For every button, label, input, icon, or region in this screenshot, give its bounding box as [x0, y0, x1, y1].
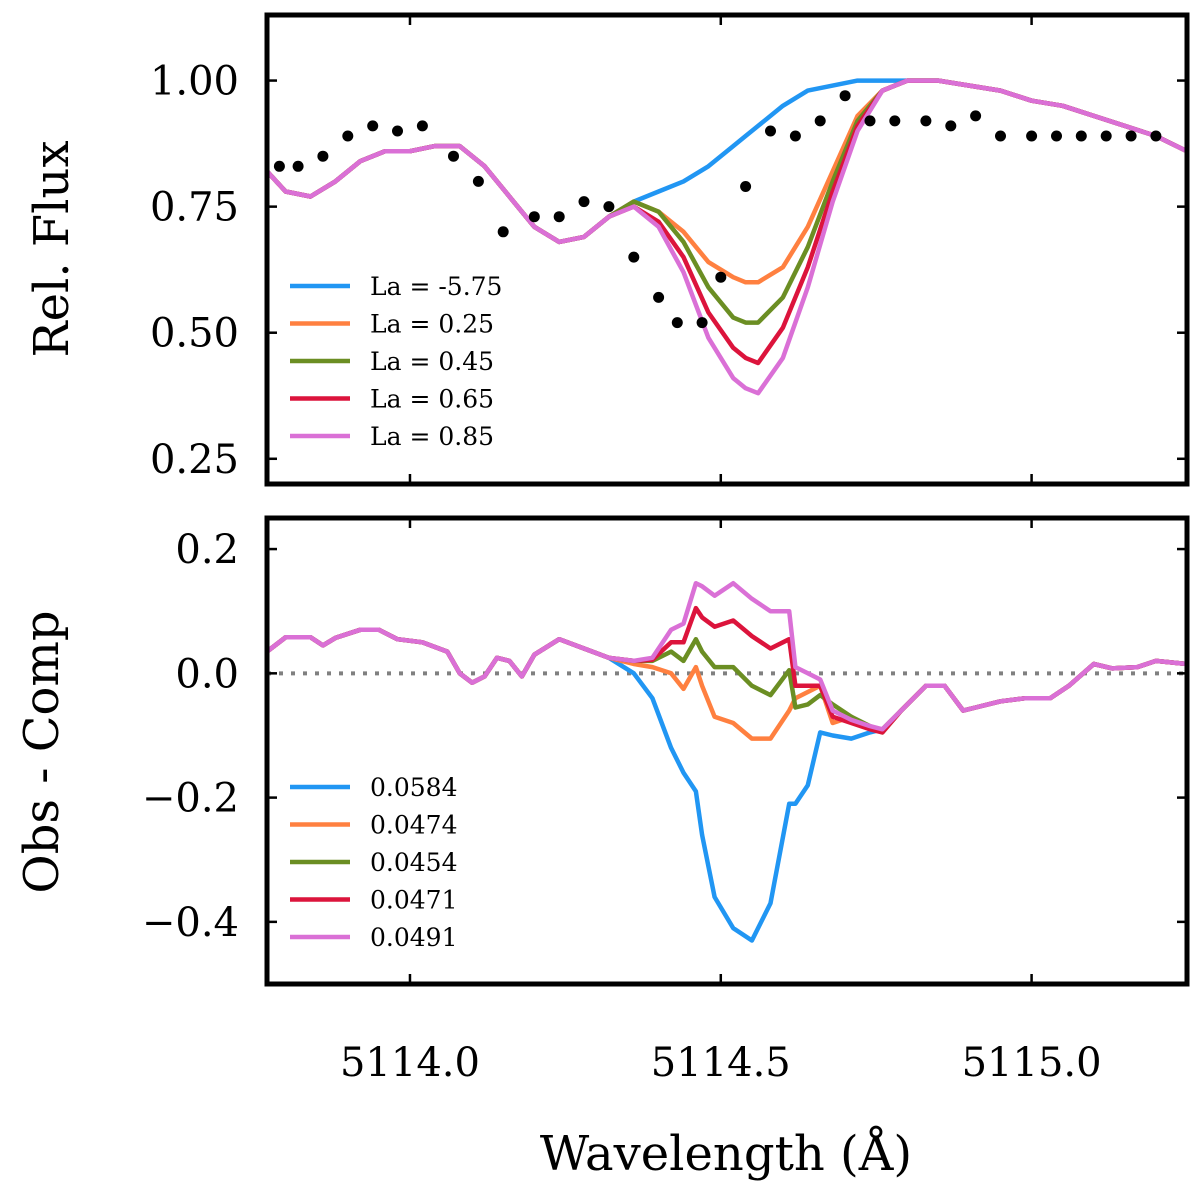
- observed-point: [292, 160, 304, 172]
- observed-point: [472, 175, 484, 187]
- legend-label-0-0471: 0.0471: [370, 886, 457, 915]
- legend-label-La-5-75: La = -5.75: [370, 272, 502, 301]
- observed-point: [392, 125, 403, 137]
- observed-point: [367, 120, 379, 132]
- flux-y-tick-label: 1.00: [150, 59, 239, 105]
- observed-point: [945, 120, 957, 132]
- observed-point: [715, 271, 727, 283]
- residual-legend: 0.0584 0.0474 0.0454 0.0471 0.0491: [290, 773, 457, 952]
- observed-point: [553, 211, 565, 223]
- x-tick-label: 5114.0: [340, 1040, 480, 1086]
- observed-point: [1100, 130, 1112, 142]
- observed-point: [578, 196, 590, 208]
- observed-point: [448, 150, 459, 162]
- observed-point: [342, 130, 354, 142]
- observed-point: [1150, 130, 1162, 142]
- observed-point: [416, 120, 428, 132]
- observed-point: [839, 90, 851, 102]
- x-axis-label: Wavelength (Å): [540, 1125, 912, 1182]
- flux-y-axis-label: Rel. Flux: [24, 140, 80, 357]
- legend-label-0-0584: 0.0584: [370, 773, 457, 802]
- legend-label-La0-25: La = 0.25: [370, 310, 494, 339]
- residual-series-line-5: [267, 580, 1187, 732]
- x-tick-label: 5115.0: [962, 1040, 1102, 1086]
- observed-point: [671, 317, 683, 329]
- observed-point: [814, 115, 826, 127]
- observed-point: [603, 201, 615, 213]
- flux-y-tick-label: 0.75: [150, 185, 239, 231]
- observed-point: [995, 130, 1006, 142]
- observed-point: [317, 150, 329, 162]
- observed-point: [1075, 130, 1087, 142]
- observed-point: [740, 181, 752, 192]
- observed-point: [1026, 130, 1038, 142]
- x-tick-label: 5114.5: [651, 1040, 791, 1086]
- residual-axis-ticks: −0.4 −0.2 0.0 0.2 5114.0 5114.5 5115.0: [142, 518, 1187, 1086]
- observed-point: [970, 110, 982, 122]
- observed-point: [765, 125, 776, 137]
- legend-label-0-0454: 0.0454: [370, 848, 457, 877]
- residual-plot-area: [267, 580, 1187, 943]
- flux-legend: La = -5.75 La = 0.25 La = 0.45 La = 0.65 La …: [290, 272, 502, 451]
- flux-series-line-5: [267, 78, 1187, 396]
- observed-point: [864, 115, 876, 127]
- legend-label-0-0474: 0.0474: [370, 811, 457, 840]
- observed-point: [889, 115, 901, 127]
- legend-label-La0-65: La = 0.65: [370, 385, 494, 414]
- flux-axis-ticks: 0.25 0.50 0.75 1.00: [150, 15, 1187, 484]
- observed-point: [628, 251, 640, 263]
- observed-point: [696, 317, 708, 329]
- legend-label-0-0491: 0.0491: [370, 923, 457, 952]
- observed-point: [653, 291, 665, 303]
- observed-point: [273, 160, 285, 172]
- observed-point: [528, 211, 540, 223]
- legend-label-La0-85: La = 0.85: [370, 422, 494, 451]
- flux-y-tick-label: 0.25: [150, 437, 239, 483]
- residual-y-tick-label: 0.0: [175, 651, 239, 697]
- legend-label-La0-45: La = 0.45: [370, 347, 494, 376]
- observed-point: [1051, 130, 1062, 142]
- residual-y-tick-label: 0.2: [175, 527, 239, 573]
- observed-point: [497, 226, 509, 238]
- residual-y-tick-label: −0.2: [142, 776, 239, 822]
- flux-y-tick-label: 0.50: [150, 311, 239, 357]
- residual-panel-frame: [264, 515, 1190, 987]
- flux-plot-area: [267, 78, 1187, 396]
- residual-y-axis-label: Obs - Comp: [14, 610, 70, 893]
- flux-panel-frame: [264, 12, 1190, 487]
- observed-point: [789, 130, 801, 142]
- residual-y-tick-label: −0.4: [142, 900, 239, 946]
- observed-point: [1125, 130, 1137, 142]
- observed-point: [920, 115, 932, 127]
